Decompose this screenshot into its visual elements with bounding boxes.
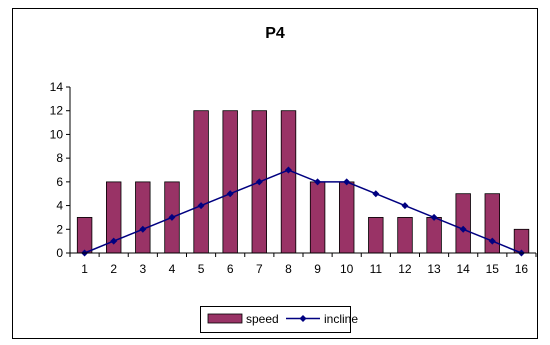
point-incline-2 bbox=[110, 237, 118, 245]
x-tick-label-1: 1 bbox=[81, 262, 88, 276]
bar-speed-13 bbox=[426, 216, 442, 254]
point-incline-4 bbox=[168, 213, 176, 221]
point-incline-11 bbox=[372, 190, 380, 198]
x-tick-label-2: 2 bbox=[110, 262, 117, 276]
legend: speed incline bbox=[200, 306, 358, 333]
point-incline-13 bbox=[430, 213, 438, 221]
x-tick-label-9: 9 bbox=[314, 262, 321, 276]
x-tick-label-10: 10 bbox=[340, 262, 354, 276]
point-incline-10 bbox=[343, 178, 351, 186]
bar-speed-16 bbox=[513, 228, 530, 254]
x-tick-label-12: 12 bbox=[398, 262, 412, 276]
bar-speed-12 bbox=[397, 216, 413, 254]
y-tick-label-4: 4 bbox=[56, 199, 63, 213]
bar-speed-11 bbox=[368, 216, 384, 254]
bar-speed-5 bbox=[193, 110, 209, 254]
bar-speed-3 bbox=[135, 181, 151, 254]
bar-speed-8 bbox=[280, 110, 297, 254]
x-tick-label-16: 16 bbox=[515, 262, 529, 276]
point-incline-9 bbox=[314, 178, 322, 186]
legend-label-incline: incline bbox=[324, 312, 358, 326]
bar-speed-6 bbox=[222, 110, 238, 254]
x-tick-label-8: 8 bbox=[285, 262, 292, 276]
x-tick-label-4: 4 bbox=[169, 262, 176, 276]
line-series-group bbox=[81, 166, 525, 257]
point-incline-8 bbox=[284, 166, 292, 174]
x-tick-label-15: 15 bbox=[486, 262, 500, 276]
chart-border bbox=[12, 8, 538, 339]
bar-speed-14 bbox=[455, 193, 471, 254]
chart-title: P4 bbox=[265, 25, 285, 42]
x-tick-label-14: 14 bbox=[457, 262, 471, 276]
x-tick-label-6: 6 bbox=[227, 262, 234, 276]
bar-speed-1 bbox=[76, 216, 93, 254]
x-tick-label-3: 3 bbox=[139, 262, 146, 276]
y-tick-label-10: 10 bbox=[50, 127, 64, 141]
x-tick-label-5: 5 bbox=[198, 262, 205, 276]
point-incline-3 bbox=[139, 225, 147, 233]
legend-swatch-speed bbox=[207, 313, 243, 324]
y-tick-label-12: 12 bbox=[50, 104, 64, 118]
point-incline-6 bbox=[226, 190, 234, 198]
legend-marker-incline bbox=[299, 315, 307, 322]
bar-speed-10 bbox=[338, 181, 355, 254]
bar-speed-9 bbox=[309, 181, 326, 254]
y-tick-label-2: 2 bbox=[56, 222, 63, 236]
y-tick-label-0: 0 bbox=[56, 246, 63, 260]
point-incline-14 bbox=[459, 225, 467, 233]
x-tick-label-7: 7 bbox=[256, 262, 263, 276]
point-incline-12 bbox=[401, 202, 409, 210]
x-tick-label-13: 13 bbox=[427, 262, 441, 276]
point-incline-5 bbox=[197, 202, 205, 210]
y-tick-label-8: 8 bbox=[56, 151, 63, 165]
y-tick-label-14: 14 bbox=[50, 80, 64, 94]
point-incline-7 bbox=[255, 178, 263, 186]
x-tick-label-11: 11 bbox=[370, 262, 383, 276]
legend-label-speed: speed bbox=[246, 312, 279, 326]
point-incline-15 bbox=[488, 237, 496, 245]
y-tick-label-6: 6 bbox=[56, 175, 63, 189]
line-incline bbox=[84, 169, 522, 254]
